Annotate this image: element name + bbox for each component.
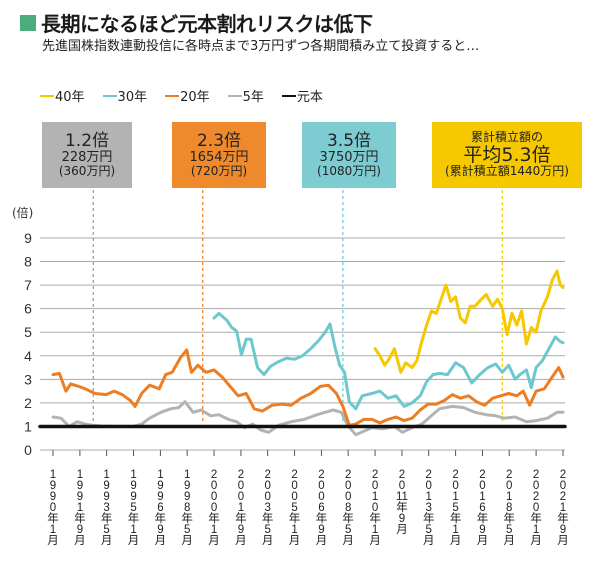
series-line-30年 xyxy=(212,311,565,411)
legend-item-principal: 元本 xyxy=(281,86,323,105)
callout-5y-multiple: 1.2倍 xyxy=(64,130,110,151)
callout-20y-multiple: 2.3倍 xyxy=(196,130,242,151)
legend-item-20y: 20年 xyxy=(165,86,210,105)
gridlines xyxy=(40,237,565,404)
chart-title: 長期になるほど元本割れリスクは低下 xyxy=(41,12,373,36)
callout-5y-value: 228万円 xyxy=(61,149,113,165)
callout-20y: 2.3倍 1654万円 (720万円) xyxy=(172,122,266,188)
chart-subtitle: 先進国株指数連動投信に各時点まで3万円ずつ各期間積み立て投資すると… xyxy=(42,39,480,54)
x-axis xyxy=(40,449,565,456)
x-tick-label: 2000年1月 xyxy=(208,469,220,547)
x-tick-label: 2001年9月 xyxy=(235,469,247,547)
legend-label-principal: 元本 xyxy=(296,90,323,105)
series-line-5年 xyxy=(51,400,565,437)
legend-item-40y: 40年 xyxy=(40,86,85,105)
y-tick-label: 4 xyxy=(24,348,32,364)
legend-swatch-20y xyxy=(165,94,180,97)
x-tick-label: 2003年5月 xyxy=(261,469,274,547)
y-tick-label: 5 xyxy=(24,324,32,340)
x-tick-label: 2021年9月 xyxy=(557,469,569,547)
y-tick-label: 1 xyxy=(24,418,32,434)
x-tick-label: 1993年5月 xyxy=(100,469,113,547)
chart-title-row: 長期になるほど元本割れリスクは低下 xyxy=(20,8,373,37)
callout-5y: 1.2倍 228万円 (360万円) xyxy=(42,122,132,188)
x-tick-label: 1991年9月 xyxy=(74,469,86,547)
x-tick-label: 2011年9月 xyxy=(395,469,408,536)
y-tick-label: 8 xyxy=(24,254,32,270)
x-tick-label: 1998年5月 xyxy=(181,469,193,547)
y-tick-label: 3 xyxy=(24,371,32,387)
callout-40y-multiple: 平均5.3倍 xyxy=(463,143,551,166)
callout-30y-value: 3750万円 xyxy=(319,149,379,165)
x-tick-label: 2016年9月 xyxy=(476,469,489,547)
legend-label-30y: 30年 xyxy=(117,90,148,105)
x-tick-label: 1990年1月 xyxy=(47,469,59,547)
y-tick-label: 2 xyxy=(24,395,32,411)
legend: 40年 30年 20年 5年 元本 xyxy=(40,86,323,105)
legend-label-40y: 40年 xyxy=(55,90,85,105)
legend-item-5y: 5年 xyxy=(227,86,264,105)
legend-label-20y: 20年 xyxy=(180,90,210,105)
legend-swatch-principal xyxy=(281,94,296,97)
callout-20y-principal: (720万円) xyxy=(190,163,248,178)
x-tick-label: 1995年1月 xyxy=(127,469,140,547)
x-tick-label: 2013年5月 xyxy=(422,469,435,547)
x-tick-label: 2015年1月 xyxy=(449,469,462,547)
callout-30y-principal: (1080万円) xyxy=(317,163,381,178)
series-line-20年 xyxy=(51,348,565,427)
callout-40y-principal: (累計積立額1440万円) xyxy=(445,164,569,179)
x-tick-label: 2008年5月 xyxy=(342,469,354,547)
x-tick-label: 2010年1月 xyxy=(369,469,381,547)
x-tick-label: 2006年9月 xyxy=(315,469,328,547)
legend-item-30y: 30年 xyxy=(102,86,148,105)
legend-swatch-30y xyxy=(102,94,117,97)
y-axis: 0 1 2 3 4 5 6 7 8 9 xyxy=(24,230,32,458)
legend-swatch-40y xyxy=(40,94,54,97)
y-axis-unit-label: (倍) xyxy=(12,205,33,220)
callout-40y-caption: 累計積立額の xyxy=(470,130,543,145)
callout-30y-multiple: 3.5倍 xyxy=(326,130,372,151)
title-marker-icon xyxy=(20,14,36,31)
legend-swatch-5y xyxy=(227,94,242,97)
y-tick-label: 9 xyxy=(24,230,32,246)
x-tick-label: 2018年5月 xyxy=(503,469,515,547)
y-tick-label: 0 xyxy=(24,442,32,458)
callout-5y-principal: (360万円) xyxy=(58,163,116,178)
series-line-40年 xyxy=(373,269,565,374)
y-tick-label: 7 xyxy=(24,277,32,293)
series-lines xyxy=(38,269,567,437)
x-tick-label: 2020年1月 xyxy=(530,469,542,547)
y-tick-label: 6 xyxy=(24,301,32,317)
callout-30y: 3.5倍 3750万円 (1080万円) xyxy=(302,122,396,188)
callout-20y-value: 1654万円 xyxy=(189,149,249,165)
reference-lines xyxy=(92,190,503,422)
legend-label-5y: 5年 xyxy=(242,90,264,105)
callout-40y: 累計積立額の 平均5.3倍 (累計積立額1440万円) xyxy=(432,122,582,188)
x-tick-label: 2005年1月 xyxy=(288,469,301,547)
x-tick-label: 1996年9月 xyxy=(154,469,167,547)
